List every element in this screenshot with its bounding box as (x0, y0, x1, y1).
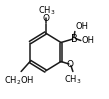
Text: O: O (42, 14, 49, 23)
Text: O: O (66, 60, 73, 69)
Text: OH: OH (76, 21, 89, 30)
Text: CH$_3$: CH$_3$ (38, 4, 55, 17)
Text: CH$_3$: CH$_3$ (64, 73, 82, 86)
Text: CH$_2$OH: CH$_2$OH (4, 75, 34, 87)
Text: B: B (71, 33, 77, 43)
Text: OH: OH (82, 36, 95, 45)
